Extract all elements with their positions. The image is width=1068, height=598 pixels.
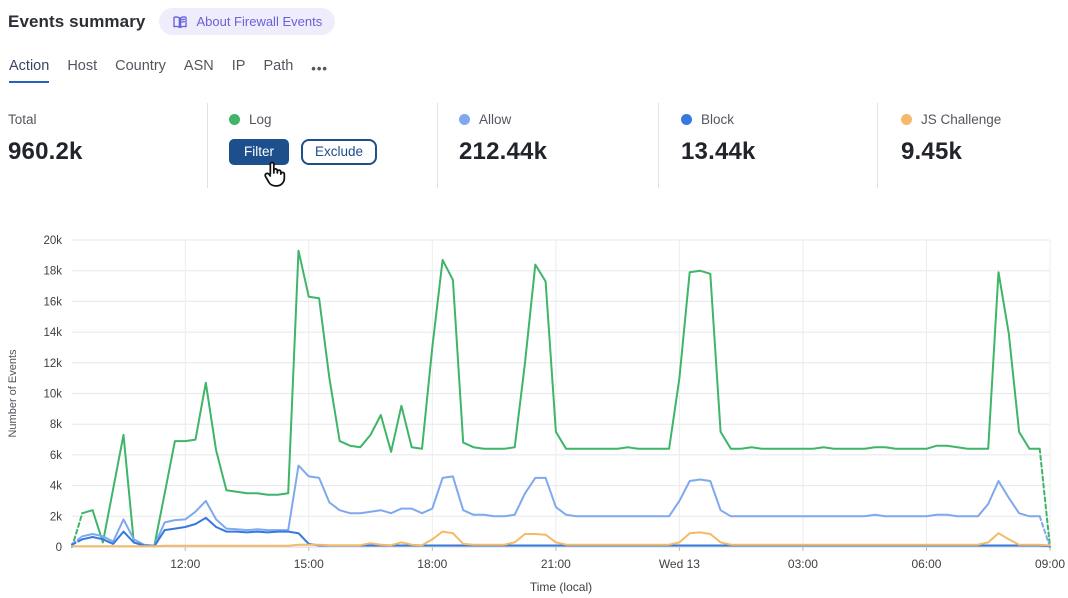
svg-text:18:00: 18:00	[417, 557, 447, 571]
svg-text:Wed 13: Wed 13	[659, 557, 700, 571]
stat-allow-label: Allow	[459, 109, 658, 129]
stat-total: Total 960.2k	[0, 103, 207, 188]
svg-text:0: 0	[56, 542, 62, 554]
svg-text:15:00: 15:00	[294, 557, 324, 571]
svg-text:10k: 10k	[43, 389, 62, 401]
stat-block[interactable]: Block 13.44k	[658, 103, 877, 188]
more-tabs-ellipsis-icon[interactable]: •••	[311, 61, 328, 76]
tab-country[interactable]: Country	[115, 58, 166, 74]
svg-text:18k: 18k	[43, 266, 62, 278]
tab-asn[interactable]: ASN	[183, 58, 214, 74]
events-over-time-chart[interactable]: 0 2k 4k 6k 8k 10k 12k 14k 16k 18k 20k 12:00 15:00 18:…	[0, 233, 1068, 598]
svg-text:09:00: 09:00	[1035, 557, 1065, 571]
svg-text:Time (local): Time (local)	[530, 580, 592, 594]
svg-text:12:00: 12:00	[170, 557, 200, 571]
header: Events summary About Firewall Events	[8, 8, 336, 35]
filter-button[interactable]: Filter	[229, 139, 289, 165]
svg-text:6k: 6k	[50, 450, 62, 462]
svg-text:14k: 14k	[43, 327, 62, 339]
svg-text:8k: 8k	[50, 419, 62, 431]
page-title: Events summary	[8, 11, 146, 31]
svg-text:2k: 2k	[50, 511, 62, 523]
svg-text:16k: 16k	[43, 296, 62, 308]
stat-js-challenge-label: JS Challenge	[901, 109, 1068, 129]
allow-legend-dot	[459, 113, 470, 125]
stat-js-challenge-value: 9.45k	[901, 138, 963, 165]
stat-block-label: Block	[681, 109, 877, 129]
about-badge-label: About Firewall Events	[196, 14, 323, 29]
events-chart-container: 0 2k 4k 6k 8k 10k 12k 14k 16k 18k 20k 12:00 15:00 18:…	[0, 233, 1068, 598]
svg-text:03:00: 03:00	[788, 557, 818, 571]
book-icon	[173, 15, 188, 28]
stats-row: Total 960.2k Log Filter Exclude Allow 21…	[0, 103, 1068, 188]
svg-text:Number of Events: Number of Events	[7, 349, 19, 438]
tab-path[interactable]: Path	[263, 58, 294, 74]
group-by-tabs: Action Host Country ASN IP Path •••	[9, 58, 328, 83]
svg-text:21:00: 21:00	[541, 557, 571, 571]
stat-total-label: Total	[8, 111, 37, 127]
stat-log[interactable]: Log Filter Exclude	[207, 103, 437, 188]
svg-text:12k: 12k	[43, 358, 62, 370]
block-legend-dot	[681, 113, 692, 125]
stat-allow-value: 212.44k	[459, 138, 548, 165]
stat-log-actions: Filter Exclude	[229, 139, 437, 165]
tab-ip[interactable]: IP	[231, 58, 246, 74]
svg-text:20k: 20k	[43, 235, 62, 247]
stat-total-value: 960.2k	[8, 138, 83, 165]
tab-host[interactable]: Host	[67, 58, 98, 74]
stat-allow[interactable]: Allow 212.44k	[437, 103, 658, 188]
stat-js-challenge[interactable]: JS Challenge 9.45k	[877, 103, 1068, 188]
exclude-button[interactable]: Exclude	[301, 139, 378, 165]
js-challenge-legend-dot	[901, 113, 912, 125]
about-firewall-events-badge[interactable]: About Firewall Events	[159, 8, 336, 35]
svg-text:4k: 4k	[50, 481, 62, 493]
stat-log-label: Log	[229, 109, 437, 129]
tab-action[interactable]: Action	[9, 58, 50, 83]
stat-block-value: 13.44k	[681, 138, 756, 165]
log-legend-dot	[229, 113, 240, 125]
svg-text:06:00: 06:00	[911, 557, 941, 571]
